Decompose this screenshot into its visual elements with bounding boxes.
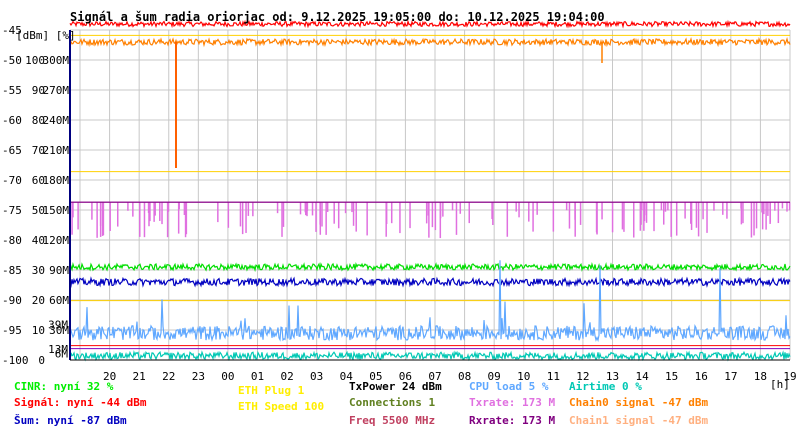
series-airtime xyxy=(69,349,791,362)
x-tick-label: 13 xyxy=(606,370,619,383)
y-tick-percent: 20 xyxy=(32,294,45,307)
x-tick-label: 15 xyxy=(665,370,678,383)
y-tick-dbm: -50 xyxy=(2,54,22,67)
legend: CINR: nyní 32 % Signál: nyní -44 dBm Šum: … xyxy=(14,380,708,427)
y-tick-rate: 270M xyxy=(43,84,70,97)
x-tick-labels: 20 21 22 23 00 01 02 03 04 05 06 07 08 09 10 11 12 13 14 15… xyxy=(103,370,797,383)
y-tick-dbm: -75 xyxy=(2,204,22,217)
y-tick-dbm: -80 xyxy=(2,234,22,247)
y-tick-dbm: -65 xyxy=(2,144,22,157)
legend-item: Signál: nyní -44 dBm xyxy=(14,396,147,409)
y-tick-rate-marker: 13M xyxy=(48,343,68,356)
legend-item: ETH Speed 100 xyxy=(238,400,324,413)
legend-item: Chain1 signal -47 dBm xyxy=(569,414,708,427)
y-tick-percent: 50 xyxy=(32,204,45,217)
x-tick-label: 06 xyxy=(399,370,412,383)
y-units-label: [dBm] [%] xyxy=(16,29,76,42)
x-tick-label: 03 xyxy=(310,370,323,383)
y-tick-percent: 60 xyxy=(32,174,45,187)
x-tick-label: 23 xyxy=(192,370,205,383)
series-sign-l xyxy=(69,19,791,29)
y-tick-rate: 90M xyxy=(49,264,69,277)
y-tick-dbm: -90 xyxy=(2,294,22,307)
x-tick-label: 09 xyxy=(488,370,501,383)
legend-item: Connections 1 xyxy=(349,396,435,409)
x-tick-label: 17 xyxy=(724,370,737,383)
legend-item: Rxrate: 173 M xyxy=(469,414,555,427)
y-tick-dbm: -95 xyxy=(2,324,22,337)
data-series xyxy=(69,19,791,362)
y-tick-rate: 150M xyxy=(43,204,70,217)
y-tick-dbm: -45 xyxy=(2,24,22,37)
y-tick-rate: 60M xyxy=(49,294,69,307)
y-tick-rate: 120M xyxy=(43,234,70,247)
y-tick-dbm: -100 xyxy=(2,354,29,367)
legend-item: CPU load 5 % xyxy=(469,380,549,393)
x-unit-label: [h] xyxy=(770,378,790,391)
x-tick-label: 11 xyxy=(547,370,560,383)
series-cpu-load xyxy=(69,260,791,343)
legend-item: Freq 5500 MHz xyxy=(349,414,435,427)
reference-lines xyxy=(70,34,790,350)
legend-item: ETH Plug 1 xyxy=(238,384,305,397)
legend-item: Airtime 0 % xyxy=(569,380,642,393)
y-tick-dbm: -60 xyxy=(2,114,22,127)
y-tick-rate-marker: 39M xyxy=(48,319,68,332)
series-cinr xyxy=(69,261,791,273)
y-tick-percent: 10 xyxy=(32,324,45,337)
x-tick-label: 02 xyxy=(280,370,293,383)
x-tick-label: 18 xyxy=(754,370,767,383)
y-tick-rate: 210M xyxy=(43,144,70,157)
legend-item: CINR: nyní 32 % xyxy=(14,380,114,393)
x-tick-label: 07 xyxy=(428,370,441,383)
y-tick-rate: 240M xyxy=(43,114,70,127)
x-tick-label: 21 xyxy=(133,370,146,383)
y-tick-rate-marker: 6M xyxy=(55,347,69,360)
y-tick-percent: 90 xyxy=(32,84,45,97)
x-tick-label: 08 xyxy=(458,370,471,383)
grid xyxy=(70,29,791,361)
x-tick-label: 20 xyxy=(103,370,116,383)
y-tick-dbm: -85 xyxy=(2,264,22,277)
series-chain0-signal xyxy=(69,36,791,48)
y-tick-percent: 100 xyxy=(25,54,45,67)
y-tick-percent: 80 xyxy=(32,114,45,127)
y-tick-percent: 30 xyxy=(32,264,45,277)
x-tick-label: 12 xyxy=(576,370,589,383)
x-tick-label: 14 xyxy=(635,370,649,383)
y-tick-dbm: -70 xyxy=(2,174,22,187)
y-tick-rate: 30M xyxy=(49,324,69,337)
x-tick-label: 22 xyxy=(162,370,175,383)
y-tick-dbm: -55 xyxy=(2,84,22,97)
legend-item: TxPower 24 dBm xyxy=(349,380,442,393)
legend-item: Chain0 signal -47 dBm xyxy=(569,396,708,409)
chart-title: Signál a šum radia oriorjac od: 9.12.202… xyxy=(70,10,605,24)
y-tick-percent: 40 xyxy=(32,234,45,247)
axes xyxy=(69,30,790,361)
x-tick-label: 19 xyxy=(783,370,796,383)
y-tick-percent: 0 xyxy=(38,354,45,367)
legend-item: Txrate: 173 M xyxy=(469,396,555,409)
legend-item: Šum: nyní -87 dBm xyxy=(14,414,127,427)
x-tick-label: 00 xyxy=(221,370,234,383)
y-tick-rate: 180M xyxy=(43,174,70,187)
x-tick-label: 10 xyxy=(517,370,530,383)
x-tick-label: 05 xyxy=(369,370,382,383)
x-tick-label: 04 xyxy=(340,370,354,383)
y-tick-percent: 70 xyxy=(32,144,45,157)
x-tick-label: 16 xyxy=(695,370,708,383)
series--um xyxy=(69,276,791,288)
x-tick-label: 01 xyxy=(251,370,264,383)
y-tick-rate: 300M xyxy=(43,54,70,67)
